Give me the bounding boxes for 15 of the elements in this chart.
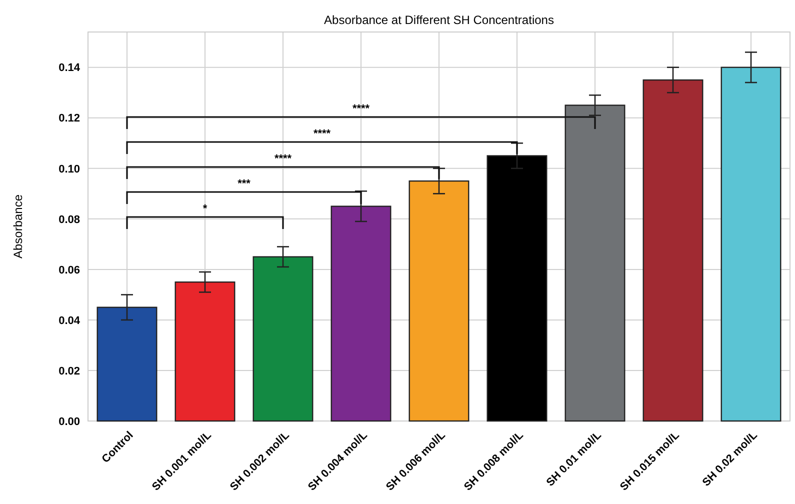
y-tick-label: 0.00: [58, 416, 80, 428]
annotation: ****: [313, 128, 332, 140]
y-tick-label: 0.06: [58, 264, 80, 276]
y-tick-label: 0.08: [58, 214, 80, 226]
y-tick-label: 0.14: [58, 62, 81, 74]
chart-title: Absorbance at Different SH Concentrations: [324, 13, 554, 27]
y-tick-label: 0.02: [58, 365, 80, 378]
y-tick-label: 0.12: [58, 112, 80, 125]
annotation: ****: [352, 103, 370, 115]
annotation: *: [202, 203, 208, 215]
y-tick-label: 0.04: [58, 314, 81, 327]
annotation: ****: [274, 153, 292, 165]
annotation: ***: [238, 178, 252, 190]
y-tick-label: 0.10: [58, 163, 80, 176]
y-axis-title: Absorbance: [11, 194, 25, 259]
